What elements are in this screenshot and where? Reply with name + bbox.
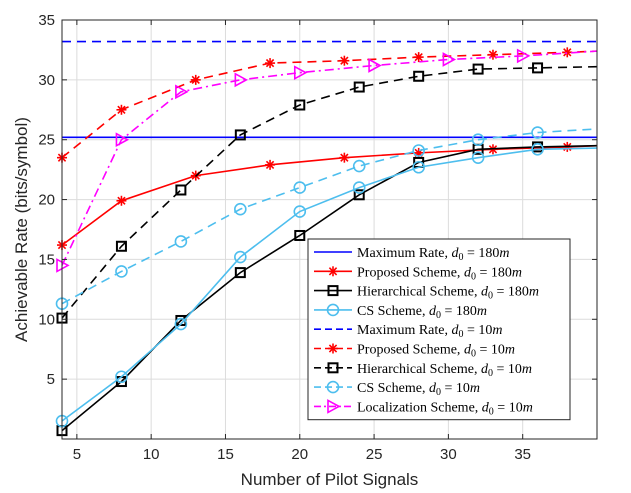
y-tick-label: 10 xyxy=(38,311,55,328)
data-point xyxy=(174,317,188,331)
data-point xyxy=(339,152,350,163)
data-point xyxy=(115,265,128,278)
y-tick-label: 5 xyxy=(47,371,55,388)
legend-marker xyxy=(328,343,338,354)
data-point xyxy=(442,52,457,67)
data-point xyxy=(294,229,306,241)
data-point xyxy=(353,81,365,93)
legend: Maximum Rate, d0 = 180m Proposed Scheme, … xyxy=(307,238,571,421)
legend-label: Hierarchical Scheme, d0 = 10m xyxy=(357,362,532,379)
legend-label: CS Scheme, d0 = 180m xyxy=(357,304,487,321)
data-point xyxy=(234,267,246,279)
data-point xyxy=(353,189,365,201)
x-tick-label: 30 xyxy=(440,446,457,463)
data-point xyxy=(234,72,249,88)
series-line xyxy=(62,65,597,319)
data-point xyxy=(116,195,127,206)
legend-item: Hierarchical Scheme, d0 = 10m xyxy=(314,362,532,379)
data-point xyxy=(531,126,544,139)
data-point xyxy=(293,181,307,194)
data-point xyxy=(352,181,366,194)
data-point xyxy=(368,58,382,73)
series-line xyxy=(62,128,597,305)
series-line xyxy=(62,50,597,266)
legend-item: Maximum Rate, d0 = 180m xyxy=(314,246,510,263)
y-tick-label: 30 xyxy=(38,72,55,89)
data-point xyxy=(472,63,484,75)
series-line xyxy=(62,147,597,422)
x-tick-label: 20 xyxy=(291,446,308,463)
data-point xyxy=(294,99,306,111)
data-point xyxy=(115,132,130,148)
legend-item: CS Scheme, d0 = 180m xyxy=(314,303,487,321)
x-axis-label: Number of Pilot Signals xyxy=(241,470,419,489)
y-tick-label: 25 xyxy=(38,132,55,149)
legend-marker xyxy=(328,266,338,277)
legend-box xyxy=(307,238,571,421)
x-tick-label: 5 xyxy=(73,446,81,463)
data-point xyxy=(352,159,366,173)
legend-label: Proposed Scheme, d0 = 180m xyxy=(357,265,522,282)
data-point xyxy=(190,74,201,85)
data-point xyxy=(234,202,247,216)
y-tick-label: 20 xyxy=(38,192,55,209)
data-point xyxy=(471,151,485,164)
legend-item: Hierarchical Scheme, d0 = 180m xyxy=(314,285,539,302)
data-point xyxy=(293,65,308,81)
ticks: 5 10 15 20 25 30 35 5 10 15 20 25 30 35 xyxy=(38,12,597,463)
legend-label: Localization Scheme, d0 = 10m xyxy=(357,400,533,417)
data-point xyxy=(115,240,127,252)
x-tick-label: 25 xyxy=(366,446,383,463)
x-tick-label: 10 xyxy=(143,446,160,463)
data-point xyxy=(532,62,544,74)
legend-item: Maximum Rate, d0 = 10m xyxy=(314,323,503,340)
data-point xyxy=(562,47,573,58)
data-point xyxy=(339,55,350,66)
data-point xyxy=(116,104,127,115)
legend-item: CS Scheme, d0 = 10m xyxy=(314,380,480,398)
data-point xyxy=(175,84,189,100)
x-tick-label: 15 xyxy=(217,446,234,463)
data-point xyxy=(174,235,188,248)
data-point xyxy=(471,133,485,147)
y-tick-label: 15 xyxy=(38,251,55,268)
data-point xyxy=(234,129,246,141)
legend-marker xyxy=(326,303,340,317)
legend-label: Proposed Scheme, d0 = 10m xyxy=(357,343,515,360)
y-tick-label: 35 xyxy=(38,12,55,29)
data-point xyxy=(412,144,425,157)
data-point xyxy=(531,142,544,156)
legend-label: Hierarchical Scheme, d0 = 180m xyxy=(357,285,539,302)
data-point xyxy=(265,159,276,170)
series-3 xyxy=(55,142,597,428)
legend-marker xyxy=(326,380,340,394)
data-point xyxy=(413,70,425,82)
legend-item: Proposed Scheme, d0 = 180m xyxy=(314,265,522,282)
legend-item: Proposed Scheme, d0 = 10m xyxy=(314,343,515,360)
y-axis-label: Achievable Rate (bits/symbol) xyxy=(12,117,31,342)
data-point xyxy=(234,250,247,264)
legend-marker xyxy=(327,285,339,297)
axes-box xyxy=(61,19,598,440)
data-point xyxy=(265,58,276,69)
legend-label: CS Scheme, d0 = 10m xyxy=(357,381,480,398)
data-point xyxy=(175,184,187,196)
legend-marker xyxy=(327,362,339,374)
legend-marker xyxy=(327,399,341,414)
legend-item: Localization Scheme, d0 = 10m xyxy=(314,399,533,417)
legend-label: Maximum Rate, d0 = 10m xyxy=(357,323,503,340)
data-point xyxy=(115,370,128,384)
data-point xyxy=(293,205,307,218)
legend-label: Maximum Rate, d0 = 180m xyxy=(357,246,510,263)
x-tick-label: 35 xyxy=(514,446,531,463)
data-point xyxy=(413,52,424,63)
data-point xyxy=(412,160,425,174)
data-point xyxy=(516,48,531,64)
